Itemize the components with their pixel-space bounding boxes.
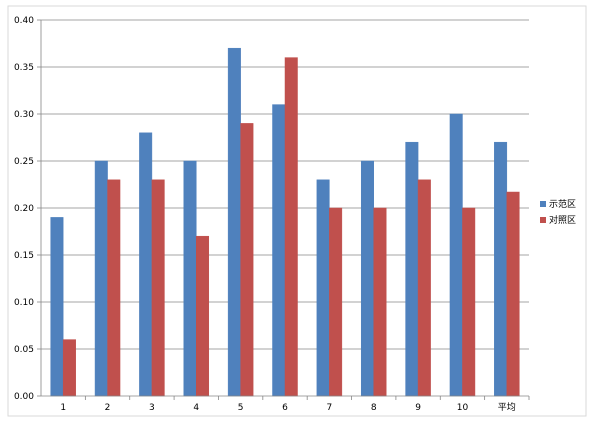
bar-series1-11: [494, 141, 508, 397]
bar-series1-9: [405, 141, 419, 397]
bar-series2-1: [62, 339, 76, 397]
bar-series2-2: [107, 179, 121, 397]
x-tick-label: 5: [238, 403, 244, 413]
y-tick-label: 0.05: [14, 345, 34, 355]
y-tick-label: 0.30: [14, 110, 34, 120]
y-tick-label: 0.00: [14, 392, 34, 402]
x-tick-label: 6: [282, 403, 288, 413]
legend-swatch: [540, 217, 546, 223]
bar-series1-2: [94, 160, 108, 397]
bar-series2-6: [284, 57, 298, 397]
bar-series2-8: [373, 207, 387, 397]
legend-label: 示范区: [549, 198, 576, 210]
y-tick-label: 0.15: [14, 251, 34, 261]
x-tick-label: 7: [326, 403, 332, 413]
x-tick-label: 3: [149, 403, 155, 413]
bar-series2-11: [506, 191, 520, 397]
bar-series1-3: [139, 132, 153, 397]
y-tick-label: 0.10: [14, 298, 34, 308]
legend-swatch: [540, 201, 546, 207]
y-tick-label: 0.35: [14, 63, 34, 73]
x-tick-label: 平均: [498, 401, 516, 413]
bar-series2-10: [462, 207, 476, 397]
bar-series2-4: [196, 235, 210, 397]
x-tick-labels: 1 2 3 4 5 6 7 8 9 10 平均: [60, 401, 516, 413]
bar-series1-8: [360, 160, 374, 397]
y-tick-labels: 0.00 0.05 0.10 0.15 0.20 0.25 0.30 0.35 0.40: [14, 16, 34, 402]
legend-label: 对照区: [549, 214, 576, 226]
bar-series1-7: [316, 179, 330, 397]
bar-series2-7: [329, 207, 343, 397]
bar-series1-4: [183, 160, 197, 397]
y-tick-label: 0.25: [14, 157, 34, 167]
axes: [37, 19, 530, 400]
y-tick-label: 0.40: [14, 16, 34, 26]
bars: [50, 47, 520, 397]
bar-series2-5: [240, 123, 254, 397]
x-tick-label: 9: [415, 403, 421, 413]
bar-series1-10: [449, 113, 463, 397]
y-tick-label: 0.20: [14, 204, 34, 214]
bar-series1-6: [272, 104, 286, 397]
bar-series1-1: [50, 217, 64, 397]
bar-series2-3: [151, 179, 165, 397]
x-tick-label: 8: [371, 403, 377, 413]
x-tick-label: 1: [60, 403, 66, 413]
bar-series1-5: [227, 47, 241, 397]
x-tick-label: 2: [105, 403, 111, 413]
x-tick-label: 4: [193, 403, 199, 413]
x-tick-label: 10: [457, 403, 469, 413]
bar-series2-9: [417, 179, 431, 397]
